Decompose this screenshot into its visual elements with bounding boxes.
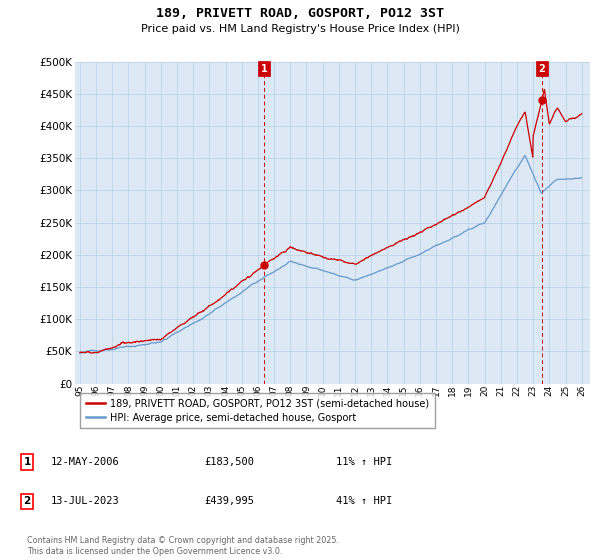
Text: 1: 1: [260, 64, 267, 74]
Text: 13-JUL-2023: 13-JUL-2023: [51, 496, 120, 506]
Text: 189, PRIVETT ROAD, GOSPORT, PO12 3ST: 189, PRIVETT ROAD, GOSPORT, PO12 3ST: [156, 7, 444, 20]
Text: Price paid vs. HM Land Registry's House Price Index (HPI): Price paid vs. HM Land Registry's House …: [140, 24, 460, 34]
Text: 1: 1: [23, 457, 31, 467]
Text: 2: 2: [539, 64, 545, 74]
Text: 41% ↑ HPI: 41% ↑ HPI: [336, 496, 392, 506]
Text: Contains HM Land Registry data © Crown copyright and database right 2025.
This d: Contains HM Land Registry data © Crown c…: [27, 536, 339, 556]
Text: 12-MAY-2006: 12-MAY-2006: [51, 457, 120, 467]
Text: £183,500: £183,500: [204, 457, 254, 467]
Legend: 189, PRIVETT ROAD, GOSPORT, PO12 3ST (semi-detached house), HPI: Average price, : 189, PRIVETT ROAD, GOSPORT, PO12 3ST (se…: [80, 393, 435, 428]
Text: 2: 2: [23, 496, 31, 506]
Text: £439,995: £439,995: [204, 496, 254, 506]
Text: 11% ↑ HPI: 11% ↑ HPI: [336, 457, 392, 467]
